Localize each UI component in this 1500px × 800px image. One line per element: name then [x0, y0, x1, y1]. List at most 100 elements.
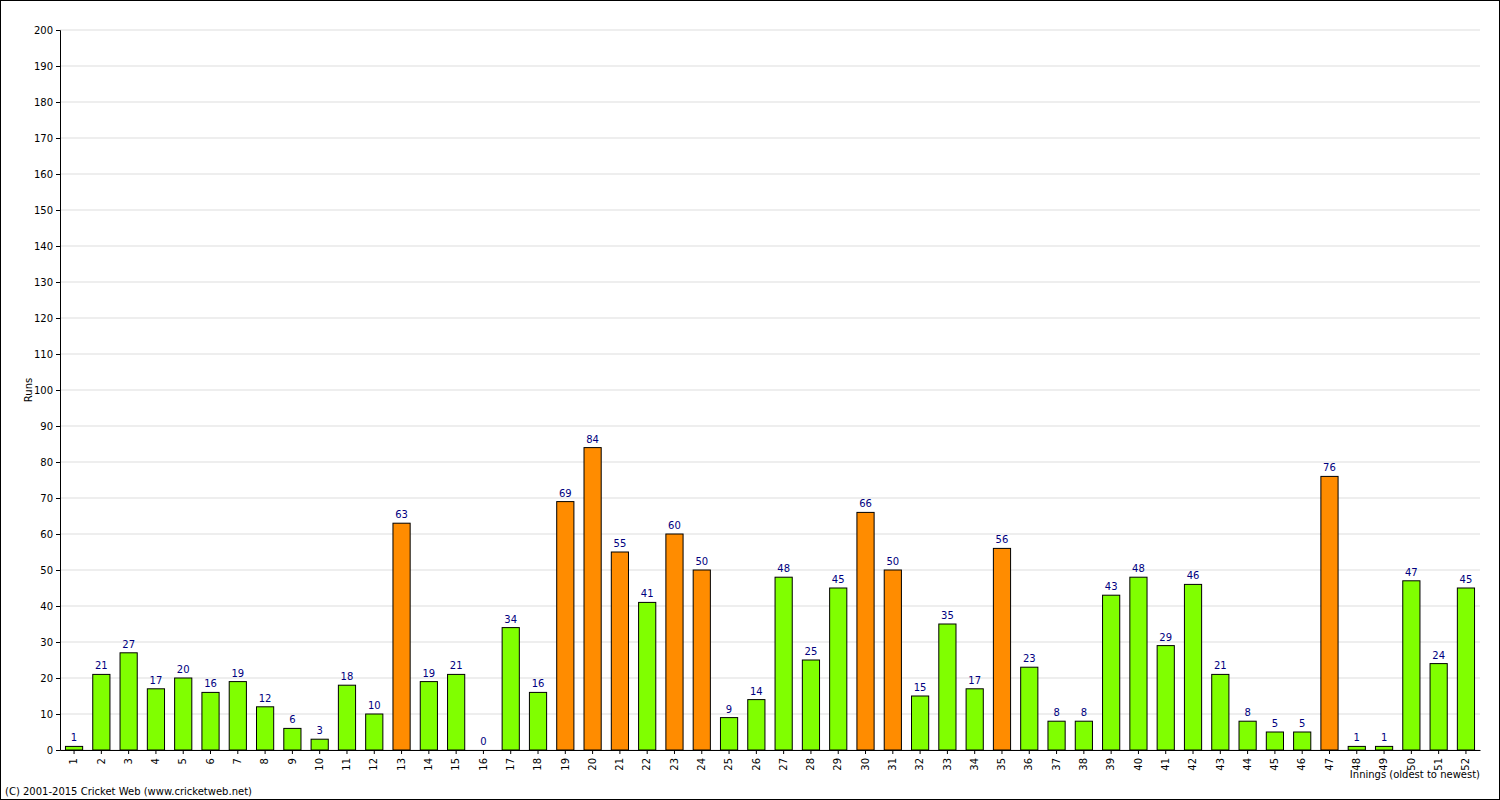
grid [60, 30, 1480, 750]
bar [475, 750, 492, 751]
data-label: 18 [341, 671, 354, 682]
x-tick-mark [838, 750, 839, 754]
bar [1212, 674, 1229, 750]
x-tick-mark [292, 750, 293, 754]
x-tick-label: 27 [778, 758, 789, 771]
bar [1348, 746, 1365, 750]
x-tick-mark [565, 750, 566, 754]
grid-line [60, 642, 1480, 643]
x-tick: 2 [96, 750, 107, 764]
data-label: 17 [150, 675, 163, 686]
y-tick-mark [56, 390, 60, 391]
x-tick-mark [1438, 750, 1439, 754]
bar [366, 714, 383, 750]
x-tick-mark [619, 750, 620, 754]
y-tick-mark [56, 318, 60, 319]
x-tick-label: 40 [1133, 758, 1144, 771]
y-tick: 0 [47, 745, 60, 756]
data-label: 47 [1405, 567, 1418, 578]
y-tick-label: 0 [47, 745, 53, 756]
y-tick-mark [56, 426, 60, 427]
x-tick-label: 47 [1324, 758, 1335, 771]
x-tick-label: 28 [805, 758, 816, 771]
x-tick: 45 [1269, 750, 1280, 771]
x-tick-label: 45 [1269, 758, 1280, 771]
data-label: 9 [726, 704, 732, 715]
y-axis-line [56, 31, 61, 751]
bar [775, 577, 792, 750]
bar [65, 746, 82, 750]
bar [1157, 646, 1174, 750]
data-label: 46 [1187, 570, 1200, 581]
x-tick-label: 18 [532, 758, 543, 771]
data-label: 84 [586, 434, 599, 445]
grid-line [60, 426, 1480, 427]
grid-line [60, 498, 1480, 499]
x-tick-label: 29 [832, 758, 843, 771]
data-label: 14 [750, 686, 763, 697]
data-label: 34 [504, 614, 517, 625]
x-tick: 46 [1296, 750, 1307, 771]
data-label: 63 [395, 509, 408, 520]
data-label: 60 [668, 520, 681, 531]
grid-line [60, 570, 1480, 571]
x-tick-mark [1138, 750, 1139, 754]
x-tick: 14 [423, 750, 434, 771]
bar [830, 588, 847, 750]
data-label: 5 [1299, 718, 1305, 729]
x-tick: 47 [1324, 750, 1335, 771]
x-tick-label: 39 [1105, 758, 1116, 771]
y-tick-label: 90 [40, 421, 53, 432]
data-label: 3 [316, 725, 322, 736]
x-tick: 50 [1406, 750, 1417, 771]
bar [1239, 721, 1256, 750]
y-tick: 10 [40, 709, 60, 720]
bar [1403, 581, 1420, 750]
x-tick-mark [538, 750, 539, 754]
y-tick-mark [56, 714, 60, 715]
data-label: 10 [368, 700, 381, 711]
grid-line [60, 606, 1480, 607]
y-tick-mark [56, 282, 60, 283]
x-tick: 51 [1433, 750, 1444, 771]
data-label: 69 [559, 488, 572, 499]
data-label: 50 [886, 556, 899, 567]
x-tick-label: 26 [751, 758, 762, 771]
x-tick: 34 [969, 750, 980, 771]
x-tick: 7 [232, 750, 243, 764]
x-tick-mark [374, 750, 375, 754]
bar [93, 674, 110, 750]
data-label: 0 [480, 736, 486, 747]
bar [1103, 595, 1120, 750]
data-label: 6 [289, 714, 295, 725]
x-tick-mark [483, 750, 484, 754]
x-tick-mark [947, 750, 948, 754]
bar [393, 523, 410, 750]
data-label: 20 [177, 664, 190, 675]
background [1, 1, 1500, 800]
x-tick-mark [865, 750, 866, 754]
y-tick-mark [56, 498, 60, 499]
y-tick: 20 [40, 673, 60, 684]
bar [748, 700, 765, 750]
x-tick-mark [210, 750, 211, 754]
y-tick-mark [56, 354, 60, 355]
x-tick: 25 [723, 750, 734, 771]
x-tick: 17 [505, 750, 516, 771]
grid-line [60, 354, 1480, 355]
bar [857, 512, 874, 750]
x-tick-mark [674, 750, 675, 754]
data-label: 50 [695, 556, 708, 567]
x-tick: 49 [1378, 750, 1389, 771]
x-tick: 43 [1215, 750, 1226, 771]
data-label: 76 [1323, 462, 1336, 473]
data-label: 1 [1381, 732, 1387, 743]
x-tick: 30 [860, 750, 871, 771]
x-tick-label: 41 [1160, 758, 1171, 771]
y-tick: 160 [34, 169, 60, 180]
x-tick: 9 [287, 750, 298, 764]
x-tick: 15 [450, 750, 461, 771]
y-tick: 40 [40, 601, 60, 612]
x-tick: 16 [478, 750, 489, 771]
y-tick: 200 [34, 25, 60, 36]
